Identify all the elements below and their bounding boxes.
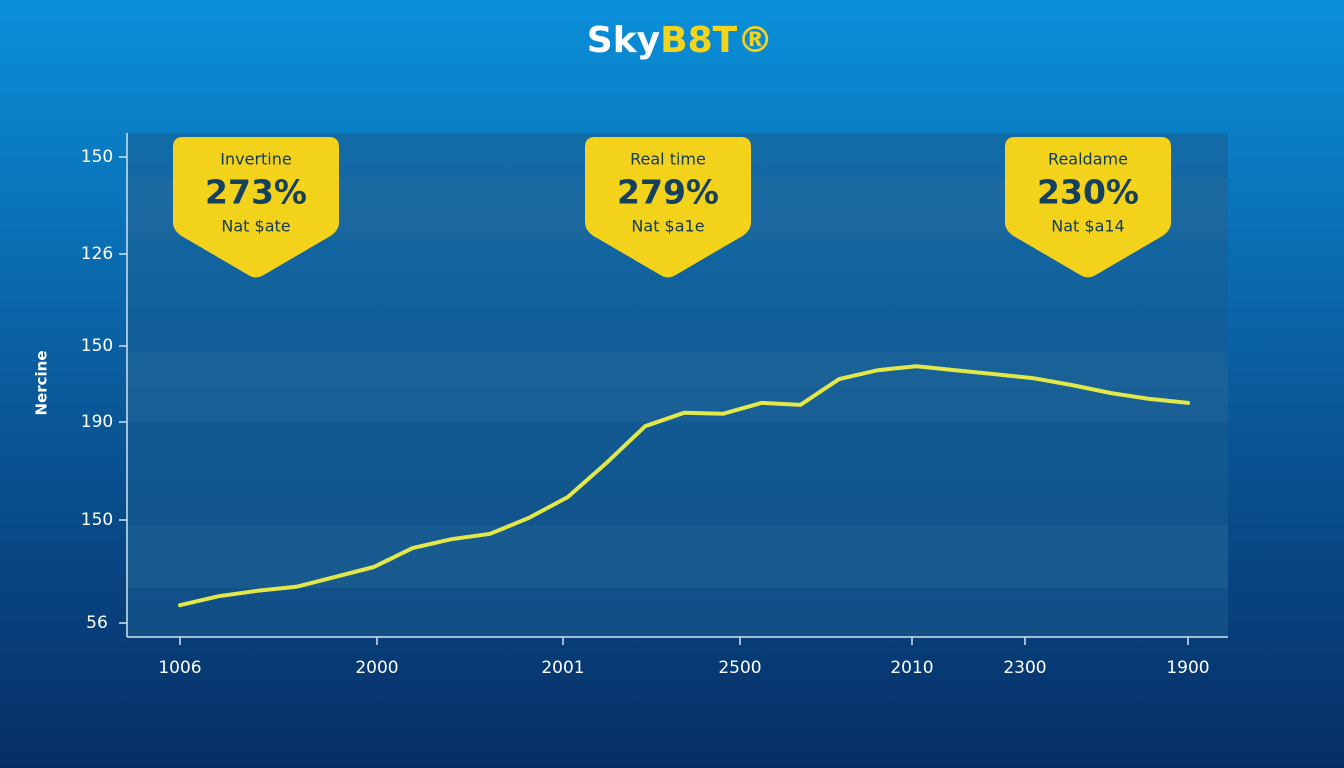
badge-title: Realdame xyxy=(1048,150,1128,169)
logo-part: B8T® xyxy=(660,20,773,61)
x-tick-label: 1900 xyxy=(1166,658,1209,678)
y-axis-label: Nercine xyxy=(33,350,51,415)
band xyxy=(127,352,1228,422)
badge-shape xyxy=(1005,137,1171,278)
x-tick-label: 2500 xyxy=(718,658,761,678)
line xyxy=(178,364,1190,608)
badge: Real time 279% Nat $a1e xyxy=(585,137,751,278)
badge-subtitle: Nat $ate xyxy=(221,217,290,236)
badge-subtitle: Nat $a1e xyxy=(631,217,704,236)
y-tick-label: 150 xyxy=(81,510,113,530)
x-tick-label: 2300 xyxy=(1003,658,1046,678)
badge-shape xyxy=(173,137,339,278)
badge-shape xyxy=(585,137,751,278)
badge: Invertine 273% Nat $ate xyxy=(173,137,339,278)
y-tick-label: 56 xyxy=(86,613,108,633)
y-tick-label: 126 xyxy=(81,244,113,264)
x-tick-label: 2001 xyxy=(541,658,584,678)
x-tick-label: 2010 xyxy=(890,658,933,678)
badge: Realdame 230% Nat $a14 xyxy=(1005,137,1171,278)
x-tick-label: 2000 xyxy=(355,658,398,678)
x-tick-label: 1006 xyxy=(158,658,201,678)
badge-value: 279% xyxy=(617,173,719,212)
badge-subtitle: Nat $a14 xyxy=(1051,217,1124,236)
y-tick-label: 150 xyxy=(81,336,113,356)
logo: SkyB8T® xyxy=(587,20,773,61)
y-tick-label: 150 xyxy=(81,147,113,167)
badge-value: 230% xyxy=(1037,173,1139,212)
badge-title: Real time xyxy=(630,150,706,169)
badge-value: 273% xyxy=(205,173,307,212)
logo-part: Sky xyxy=(587,20,660,61)
y-tick-label: 190 xyxy=(81,412,113,432)
band xyxy=(127,526,1228,588)
badge-title: Invertine xyxy=(220,150,291,169)
